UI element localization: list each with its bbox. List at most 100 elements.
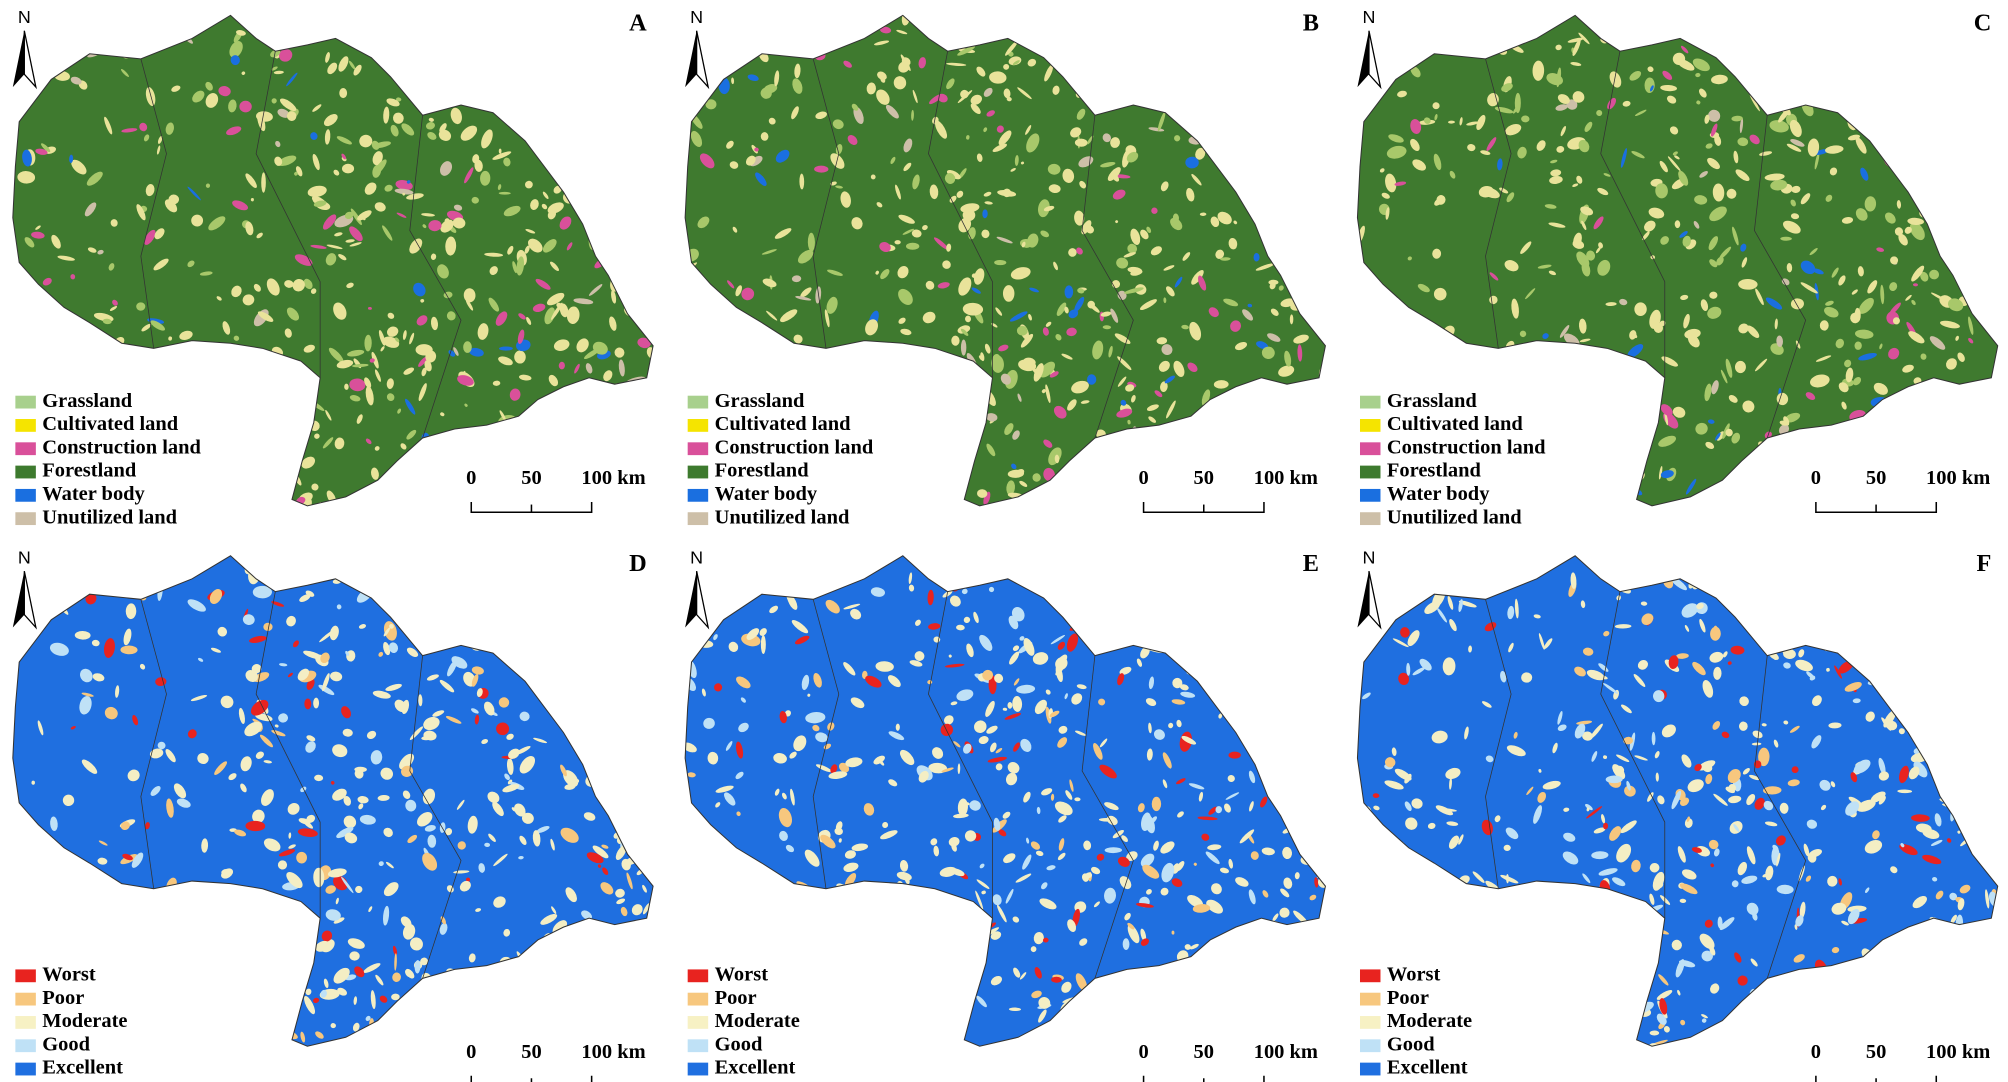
land-patch bbox=[956, 190, 964, 198]
land-patch bbox=[409, 238, 423, 254]
land-patch bbox=[1282, 846, 1293, 860]
land-patch bbox=[46, 882, 56, 897]
scale-label: 50 bbox=[521, 1041, 541, 1063]
land-patch bbox=[1889, 282, 1898, 292]
land-patch bbox=[1293, 988, 1308, 993]
land-patch bbox=[423, 716, 440, 731]
land-patch bbox=[1892, 317, 1900, 325]
land-patch bbox=[1431, 730, 1448, 744]
land-patch bbox=[1432, 555, 1448, 567]
scale-bar bbox=[1815, 1075, 1938, 1082]
north-arrow bbox=[696, 571, 710, 630]
land-patch bbox=[1092, 340, 1104, 360]
land-patch bbox=[1709, 945, 1716, 956]
land-patch bbox=[1137, 803, 1145, 813]
land-patch bbox=[144, 1021, 162, 1031]
land-patch bbox=[379, 995, 388, 1003]
land-patch bbox=[1445, 767, 1461, 780]
land-patch bbox=[116, 1033, 131, 1047]
land-patch bbox=[1753, 620, 1764, 631]
land-patch bbox=[732, 226, 738, 233]
land-patch bbox=[380, 346, 385, 352]
land-patch bbox=[1912, 283, 1918, 287]
land-patch bbox=[1725, 786, 1736, 794]
land-patch bbox=[685, 809, 694, 818]
land-patch bbox=[1299, 723, 1305, 732]
land-patch bbox=[1748, 478, 1766, 487]
land-patch bbox=[701, 688, 706, 697]
land-patch bbox=[1104, 34, 1111, 47]
scale-label: 0 bbox=[1811, 1041, 1821, 1063]
land-patch bbox=[864, 410, 874, 421]
land-patch bbox=[1039, 361, 1056, 378]
land-patch bbox=[334, 232, 343, 237]
land-patch bbox=[1205, 983, 1212, 1004]
land-patch bbox=[1437, 608, 1448, 623]
land-patch bbox=[422, 852, 438, 871]
land-patch bbox=[1914, 593, 1925, 602]
land-patch bbox=[278, 849, 296, 857]
land-patch bbox=[1598, 663, 1609, 672]
land-patch bbox=[1893, 700, 1907, 708]
land-patch bbox=[1578, 318, 1587, 334]
land-patch bbox=[566, 465, 576, 472]
land-patch bbox=[1804, 61, 1819, 76]
land-patch bbox=[1955, 404, 1961, 421]
land-patch bbox=[690, 130, 703, 147]
land-patch bbox=[566, 242, 573, 251]
land-patch bbox=[1002, 811, 1011, 819]
land-patch bbox=[1672, 406, 1686, 418]
land-patch bbox=[1704, 919, 1713, 928]
land-patch bbox=[137, 465, 149, 477]
land-patch bbox=[1765, 481, 1774, 490]
land-patch bbox=[243, 1023, 258, 1034]
land-patch bbox=[529, 591, 538, 599]
land-patch bbox=[1661, 724, 1676, 738]
land-patch bbox=[1099, 738, 1108, 748]
land-patch bbox=[1555, 44, 1562, 51]
land-patch bbox=[1570, 572, 1577, 589]
land-patch bbox=[1962, 947, 1971, 953]
land-patch bbox=[1236, 614, 1241, 618]
land-patch bbox=[1151, 207, 1158, 214]
land-patch bbox=[1851, 974, 1865, 983]
land-patch bbox=[1550, 169, 1562, 177]
land-patch bbox=[259, 734, 273, 748]
land-patch bbox=[766, 937, 777, 949]
land-patch bbox=[1530, 997, 1537, 1003]
land-patch bbox=[277, 108, 290, 118]
land-patch bbox=[397, 408, 402, 414]
boundary bbox=[1485, 599, 1512, 889]
land-patch bbox=[1858, 297, 1874, 314]
land-patch bbox=[1889, 634, 1895, 640]
land-patch bbox=[1248, 712, 1260, 721]
land-patch bbox=[1905, 294, 1912, 301]
land-patch bbox=[1304, 447, 1320, 461]
land-patch bbox=[1432, 248, 1442, 259]
land-patch bbox=[1449, 777, 1452, 790]
land-patch bbox=[195, 970, 202, 976]
land-patch bbox=[974, 720, 987, 733]
land-patch bbox=[1455, 46, 1472, 54]
land-patch bbox=[607, 490, 618, 506]
land-patch bbox=[287, 390, 304, 401]
land-patch bbox=[1038, 996, 1051, 1009]
land-patch bbox=[165, 749, 176, 763]
legend-swatch bbox=[1359, 1062, 1381, 1076]
land-patch bbox=[1104, 847, 1123, 854]
land-patch bbox=[387, 312, 395, 319]
land-patch bbox=[1003, 88, 1011, 99]
land-patch bbox=[1734, 952, 1742, 963]
land-patch bbox=[372, 21, 389, 36]
land-patch bbox=[1835, 467, 1843, 479]
land-patch bbox=[1836, 629, 1845, 639]
land-patch bbox=[1759, 151, 1773, 156]
land-patch bbox=[1741, 1025, 1751, 1033]
north-arrow bbox=[1368, 30, 1382, 90]
land-patch bbox=[815, 111, 828, 120]
land-patch bbox=[1412, 159, 1426, 171]
land-patch bbox=[1678, 170, 1689, 186]
land-patch bbox=[1161, 862, 1175, 883]
land-patch bbox=[1153, 840, 1159, 851]
land-patch bbox=[420, 957, 429, 966]
